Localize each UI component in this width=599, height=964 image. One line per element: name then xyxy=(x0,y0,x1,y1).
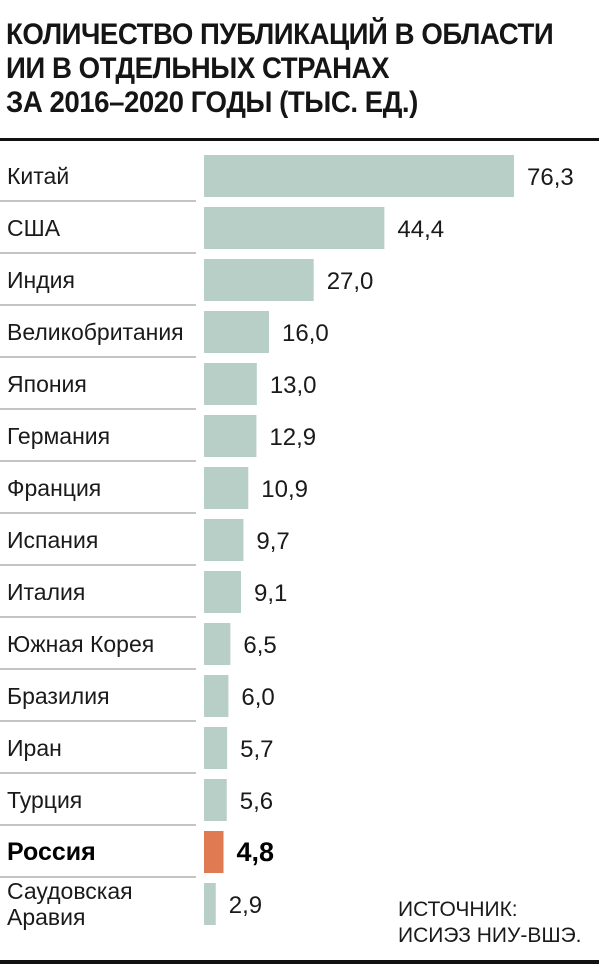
row-separators xyxy=(0,200,196,878)
chart-title: КОЛИЧЕСТВО ПУБЛИКАЦИЙ В ОБЛАСТИ ИИ В ОТД… xyxy=(6,18,554,120)
bottom-rule xyxy=(0,960,599,964)
value-label: 5,6 xyxy=(240,788,273,815)
category-label: Испания xyxy=(7,527,98,553)
category-label: Германия xyxy=(7,423,110,449)
category-label: Италия xyxy=(7,579,85,605)
category-label: Иран xyxy=(7,735,62,761)
category-label: Россия xyxy=(7,838,96,866)
source-line-2: ИСИЭЗ НИУ-ВШЭ. xyxy=(398,924,582,947)
bar-5 xyxy=(204,363,257,405)
value-label: 10,9 xyxy=(261,476,308,503)
value-label: 6,0 xyxy=(241,684,274,711)
category-label: Бразилия xyxy=(7,683,110,709)
bar-8 xyxy=(204,519,244,561)
value-label: 44,4 xyxy=(397,216,444,243)
chart-title-line-2: ИИ В ОТДЕЛЬНЫХ СТРАНАХ xyxy=(6,52,390,85)
value-label: 4,8 xyxy=(237,837,275,867)
bar-9 xyxy=(204,571,241,613)
bar-10 xyxy=(204,623,231,665)
value-label: 76,3 xyxy=(527,164,574,191)
bar-7 xyxy=(204,467,249,509)
category-label: Франция xyxy=(7,475,101,501)
chart-title-line-3: ЗА 2016–2020 ГОДЫ (ТЫС. ЕД.) xyxy=(6,86,418,119)
category-label: Индия xyxy=(7,267,75,293)
bar-15 xyxy=(204,883,216,925)
bar-3 xyxy=(204,259,314,301)
category-label: Япония xyxy=(7,371,87,397)
category-labels: Китай США Индия Великобритания Япония Германи… xyxy=(7,163,184,930)
category-label: Великобритания xyxy=(7,319,184,345)
value-label: 9,7 xyxy=(256,528,289,555)
value-label: 2,9 xyxy=(229,892,262,919)
bars xyxy=(204,155,514,925)
category-label: США xyxy=(7,215,61,241)
bar-11 xyxy=(204,675,229,717)
category-label: Южная Корея xyxy=(7,631,154,657)
bar-14 xyxy=(204,831,224,873)
chart-title-line-1: КОЛИЧЕСТВО ПУБЛИКАЦИЙ В ОБЛАСТИ xyxy=(6,18,554,51)
source-note: ИСТОЧНИК: ИСИЭЗ НИУ-ВШЭ. xyxy=(398,898,582,947)
category-label: Китай xyxy=(7,163,69,189)
bar-1 xyxy=(204,155,514,197)
value-label: 5,7 xyxy=(240,736,273,763)
bar-6 xyxy=(204,415,257,457)
category-label: Турция xyxy=(7,787,82,813)
category-label: Саудовская Аравия xyxy=(7,878,133,930)
top-rule xyxy=(0,138,599,141)
source-line-1: ИСТОЧНИК: xyxy=(398,898,518,921)
value-labels: 76,3 44,4 27,0 16,0 13,0 12,9 10,9 9,7 9,1 6,5 6,0… xyxy=(229,164,574,919)
bar-2 xyxy=(204,207,385,249)
bar-4 xyxy=(204,311,270,353)
value-label: 13,0 xyxy=(270,372,317,399)
value-label: 9,1 xyxy=(254,580,287,607)
value-label: 16,0 xyxy=(282,320,329,347)
bar-12 xyxy=(204,727,228,769)
value-label: 27,0 xyxy=(327,268,374,295)
value-label: 6,5 xyxy=(243,632,276,659)
value-label: 12,9 xyxy=(269,424,316,451)
bar-13 xyxy=(204,779,227,821)
